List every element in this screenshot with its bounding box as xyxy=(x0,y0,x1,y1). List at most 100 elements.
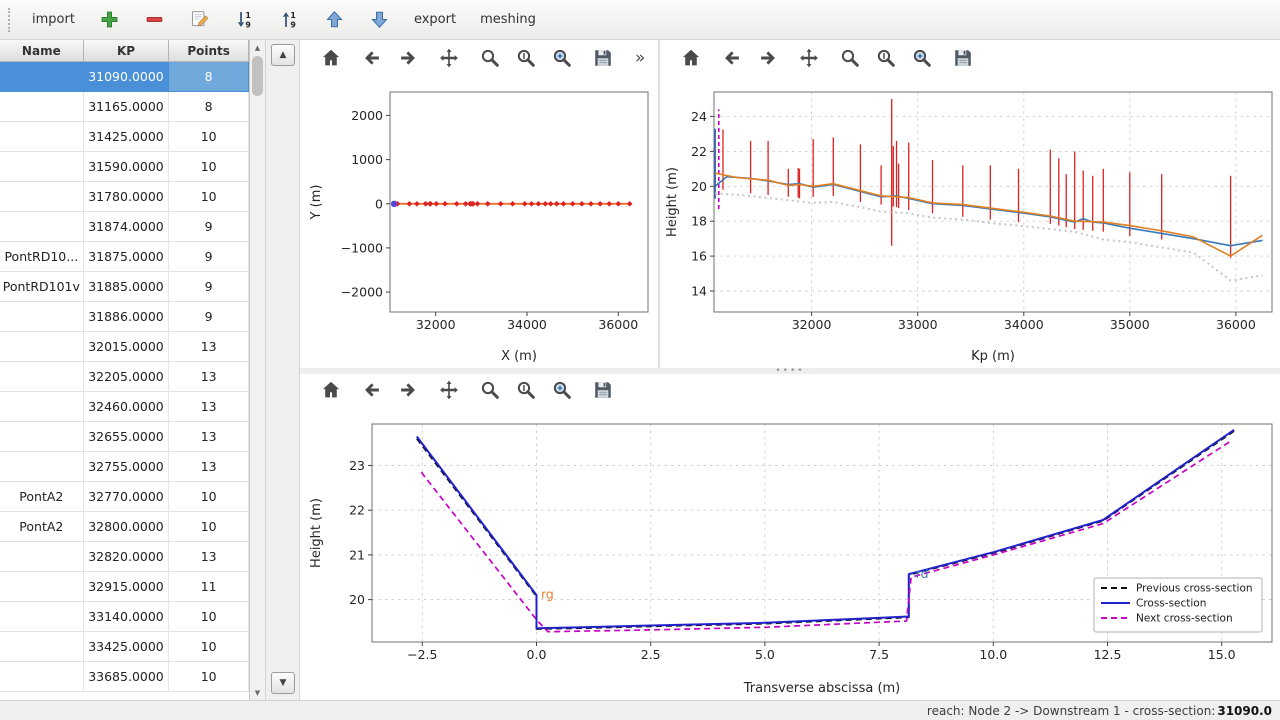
table-cell-points[interactable]: 8 xyxy=(169,92,249,122)
import-button[interactable]: import xyxy=(32,12,75,27)
table-cell-points[interactable]: 10 xyxy=(169,602,249,632)
add-cross-section-button[interactable] xyxy=(90,5,129,35)
table-cell-name[interactable] xyxy=(0,572,84,602)
table-row[interactable]: 31874.0000 9 xyxy=(0,212,249,242)
zoom-button[interactable] xyxy=(477,45,503,71)
meshing-button[interactable]: meshing xyxy=(480,12,536,27)
zoom-rect-button[interactable] xyxy=(549,377,575,403)
table-cell-points[interactable]: 10 xyxy=(169,512,249,542)
remove-cross-section-button[interactable] xyxy=(135,5,174,35)
toolbar-overflow-button[interactable]: » xyxy=(635,48,646,68)
table-row[interactable]: PontA2 32770.0000 10 xyxy=(0,482,249,512)
table-cell-kp[interactable]: 32205.0000 xyxy=(83,362,170,392)
table-row[interactable]: 31886.0000 9 xyxy=(0,302,249,332)
table-row[interactable]: 33425.0000 10 xyxy=(0,632,249,662)
back-button[interactable] xyxy=(359,45,385,71)
table-cell-kp[interactable]: 32755.0000 xyxy=(83,452,170,482)
table-cell-name[interactable] xyxy=(0,182,84,212)
forward-button[interactable] xyxy=(395,377,421,403)
save-button[interactable] xyxy=(590,377,616,403)
home-button[interactable] xyxy=(318,377,344,403)
export-button[interactable]: export xyxy=(413,12,457,27)
pan-button[interactable] xyxy=(436,45,462,71)
zoom-rect-button[interactable] xyxy=(909,45,935,71)
table-cell-points[interactable]: 13 xyxy=(169,392,249,422)
table-cell-name[interactable] xyxy=(0,332,84,362)
scroll-down-icon[interactable]: ▼ xyxy=(254,688,261,697)
zoom-button[interactable] xyxy=(837,45,863,71)
move-up-button[interactable] xyxy=(315,5,354,35)
table-cell-kp[interactable]: 31874.0000 xyxy=(83,212,170,242)
profile-plot[interactable]: 32000 33000 34000 35000 36000 14 16 18 20 22 24 Kp … xyxy=(660,76,1280,368)
move-down-button[interactable] xyxy=(360,5,399,35)
table-cell-kp[interactable]: 31590.0000 xyxy=(83,152,170,182)
zoom-button[interactable] xyxy=(477,377,503,403)
back-button[interactable] xyxy=(719,45,745,71)
scroll-up-icon[interactable]: ▲ xyxy=(254,43,261,52)
table-cell-name[interactable]: PontA2 xyxy=(0,482,84,512)
table-cell-name[interactable] xyxy=(0,422,84,452)
table-cell-kp[interactable]: 31165.0000 xyxy=(83,92,170,122)
table-row[interactable]: PontRD10... 31875.0000 9 xyxy=(0,242,249,272)
table-row[interactable]: PontA2 32800.0000 10 xyxy=(0,512,249,542)
table-cell-kp[interactable]: 32015.0000 xyxy=(83,332,170,362)
zoom-config-button[interactable]: I xyxy=(513,377,539,403)
pan-button[interactable] xyxy=(796,45,822,71)
page-up-button[interactable]: ▲ xyxy=(271,44,295,66)
pan-button[interactable] xyxy=(436,377,462,403)
table-row[interactable]: 31590.0000 10 xyxy=(0,152,249,182)
table-cell-name[interactable] xyxy=(0,632,84,662)
table-cell-name[interactable]: PontA2 xyxy=(0,512,84,542)
table-cell-points[interactable]: 13 xyxy=(169,542,249,572)
save-button[interactable] xyxy=(950,45,976,71)
table-row[interactable]: 32015.0000 13 xyxy=(0,332,249,362)
table-cell-name[interactable] xyxy=(0,302,84,332)
table-row[interactable]: 31165.0000 8 xyxy=(0,92,249,122)
horizontal-splitter[interactable]: •••• xyxy=(300,366,1280,376)
forward-button[interactable] xyxy=(395,45,421,71)
column-header-name[interactable]: Name xyxy=(0,40,84,62)
table-cell-points[interactable]: 10 xyxy=(169,482,249,512)
table-cell-points[interactable]: 10 xyxy=(169,662,249,692)
table-cell-kp[interactable]: 32770.0000 xyxy=(83,482,170,512)
table-cell-points[interactable]: 13 xyxy=(169,422,249,452)
table-row[interactable]: 33685.0000 10 xyxy=(0,662,249,692)
table-cell-points[interactable]: 13 xyxy=(169,362,249,392)
table-row[interactable]: 32205.0000 13 xyxy=(0,362,249,392)
table-cell-kp[interactable]: 33140.0000 xyxy=(83,602,170,632)
table-cell-points[interactable]: 10 xyxy=(169,152,249,182)
table-cell-name[interactable]: PontRD101v xyxy=(0,272,84,302)
table-cell-points[interactable]: 13 xyxy=(169,452,249,482)
table-cell-points[interactable]: 8 xyxy=(169,62,249,92)
home-button[interactable] xyxy=(678,45,704,71)
table-cell-name[interactable] xyxy=(0,452,84,482)
table-cell-points[interactable]: 10 xyxy=(169,632,249,662)
table-cell-points[interactable]: 9 xyxy=(169,242,249,272)
table-cell-name[interactable] xyxy=(0,662,84,692)
table-cell-name[interactable] xyxy=(0,122,84,152)
table-cell-points[interactable]: 10 xyxy=(169,182,249,212)
toolbar-drag-handle[interactable] xyxy=(8,7,13,32)
trajectory-plot[interactable]: 32000 34000 36000 −2000 −1000 0 1000 2000 X (m) Y… xyxy=(300,76,658,368)
home-button[interactable] xyxy=(318,45,344,71)
table-cell-kp[interactable]: 32460.0000 xyxy=(83,392,170,422)
table-cell-points[interactable]: 11 xyxy=(169,572,249,602)
table-cell-name[interactable] xyxy=(0,212,84,242)
table-row[interactable]: 32460.0000 13 xyxy=(0,392,249,422)
table-cell-name[interactable] xyxy=(0,362,84,392)
table-cell-points[interactable]: 9 xyxy=(169,302,249,332)
table-cell-points[interactable]: 9 xyxy=(169,212,249,242)
table-cell-points[interactable]: 13 xyxy=(169,332,249,362)
table-cell-kp[interactable]: 31886.0000 xyxy=(83,302,170,332)
table-cell-points[interactable]: 9 xyxy=(169,272,249,302)
table-row[interactable]: 31090.0000 8 xyxy=(0,62,249,92)
table-cell-kp[interactable]: 33425.0000 xyxy=(83,632,170,662)
table-cell-name[interactable] xyxy=(0,152,84,182)
zoom-rect-button[interactable] xyxy=(549,45,575,71)
table-row[interactable]: 31780.0000 10 xyxy=(0,182,249,212)
scrollbar-thumb[interactable] xyxy=(252,56,263,96)
splitter-handle-icon[interactable]: •••• xyxy=(775,366,805,376)
table-row[interactable]: 33140.0000 10 xyxy=(0,602,249,632)
table-cell-kp[interactable]: 31425.0000 xyxy=(83,122,170,152)
